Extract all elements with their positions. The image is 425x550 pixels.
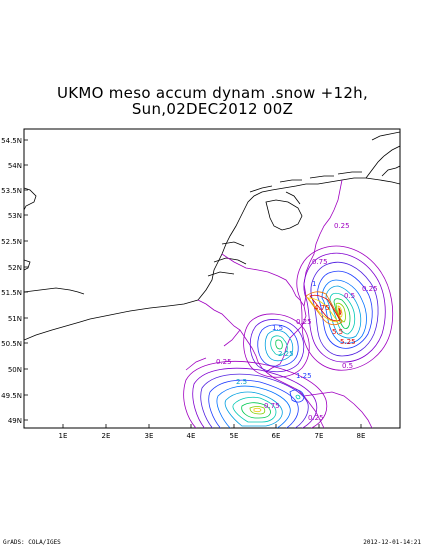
contour-label: 0.25 (296, 318, 312, 326)
lon-tick-label: 4E (187, 432, 196, 440)
lat-tick-label: 49.5N (1, 392, 22, 400)
contour-label: 0.5 (342, 362, 353, 370)
lat-tick-label: 54.5N (1, 137, 22, 145)
contour-labels: 0.25 0.75 0.5 0.25 1 4.75 5.5 5.25 0.5 0… (216, 222, 378, 422)
lon-tick-label: 1E (59, 432, 68, 440)
contour-field-southwest (183, 361, 328, 428)
lat-tick-label: 54N (8, 162, 22, 170)
lon-tick-label: 3E (145, 432, 154, 440)
lat-tick-label: 53.5N (1, 187, 22, 195)
latitude-axis (24, 139, 28, 421)
lon-tick-label: 7E (315, 432, 324, 440)
contour-label: 0.5 (344, 292, 355, 300)
lat-tick-label: 49N (8, 417, 22, 425)
contour-label: 0.75 (264, 402, 280, 410)
contour-label: 1.25 (296, 372, 312, 380)
contour-label: 0.25 (216, 358, 232, 366)
contour-label: 0.25 (334, 222, 350, 230)
lon-tick-label: 6E (272, 432, 281, 440)
contour-field-east (296, 245, 394, 371)
contour-label: 2.25 (278, 350, 294, 358)
lat-tick-label: 52.5N (1, 238, 22, 246)
lon-tick-label: 5E (230, 432, 239, 440)
lat-tick-label: 50.5N (1, 340, 22, 348)
lat-tick-label: 53N (8, 212, 22, 220)
contour-label: 5.5 (332, 328, 343, 336)
contour-field-central (243, 313, 310, 378)
map-title-line1: UKMO meso accum dynam .snow +12h, (56, 84, 369, 102)
contour-label: 1.5 (272, 324, 283, 332)
lat-tick-label: 52N (8, 264, 22, 272)
lat-tick-label: 51N (8, 315, 22, 323)
lat-tick-label: 50N (8, 366, 22, 374)
lon-tick-label: 2E (102, 432, 111, 440)
longitude-labels: 1E 2E 3E 4E 5E 6E 7E 8E (59, 432, 366, 440)
lat-tick-label: 51.5N (1, 289, 22, 297)
longitude-axis (62, 424, 362, 428)
map-title-line2: Sun,02DEC2012 00Z (131, 100, 294, 118)
latitude-labels: 54.5N 54N 53.5N 53N 52.5N 52N 51.5N 51N … (1, 137, 22, 425)
contour-label: 1 (312, 280, 316, 288)
contour-label: 0.25 (308, 414, 324, 422)
contour-label: 5.25 (340, 338, 356, 346)
contour-label: 4.75 (314, 304, 330, 312)
contour-label: 0.75 (312, 258, 328, 266)
coastlines (24, 131, 400, 341)
contour-label: 0.25 (362, 285, 378, 293)
contour-label: 2.5 (236, 378, 247, 386)
lon-tick-label: 8E (357, 432, 366, 440)
footer-credit: GrADS: COLA/IGES (3, 539, 61, 546)
footer-timestamp: 2012-12-01-14:21 (363, 539, 421, 546)
